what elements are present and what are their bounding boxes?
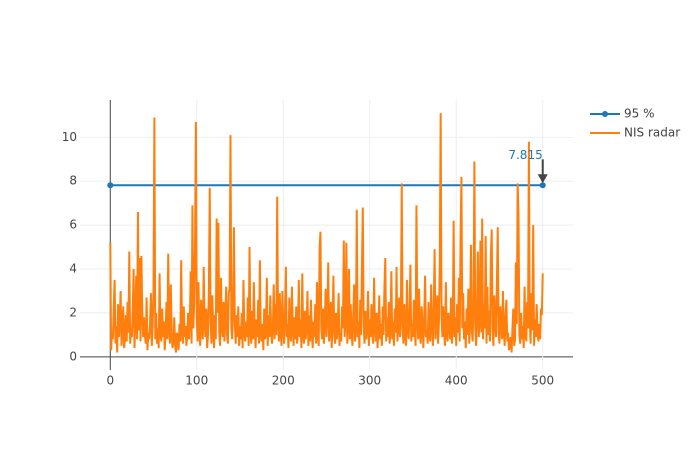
y-tick-label: 8 — [69, 174, 77, 188]
x-tick-label: 400 — [445, 374, 468, 388]
annotation-arrowhead — [537, 174, 548, 184]
legend-label: 95 % — [624, 107, 655, 121]
y-tick-label: 0 — [69, 349, 77, 363]
y-tick-label: 2 — [69, 305, 77, 319]
x-tick-label: 0 — [106, 374, 114, 388]
x-tick-label: 500 — [531, 374, 554, 388]
x-tick-label: 200 — [272, 374, 295, 388]
legend-label: NIS radar — [624, 126, 680, 140]
x-tick-label: 300 — [358, 374, 381, 388]
x-tick-label: 100 — [185, 374, 208, 388]
point-marker — [107, 182, 114, 189]
legend-marker — [602, 111, 608, 117]
y-tick-label: 6 — [69, 218, 77, 232]
annotation-text: 7.815 — [508, 148, 542, 162]
y-tick-label: 10 — [62, 130, 77, 144]
point-marker — [539, 182, 546, 189]
y-tick-label: 4 — [69, 262, 77, 276]
series-line — [109, 113, 544, 353]
